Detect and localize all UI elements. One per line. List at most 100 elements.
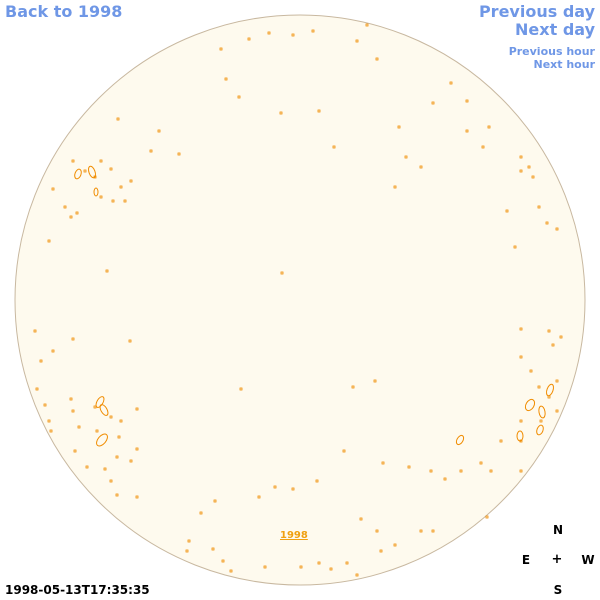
contour-mark — [279, 111, 283, 115]
contour-mark — [397, 125, 401, 129]
contour-mark — [33, 329, 37, 333]
compass-south: S — [553, 583, 563, 597]
contour-mark — [479, 461, 483, 465]
contour-mark — [111, 199, 115, 203]
contour-mark — [109, 479, 113, 483]
contour-mark — [211, 547, 215, 551]
contour-mark — [51, 349, 55, 353]
contour-mark — [332, 145, 336, 149]
contour-mark — [115, 493, 119, 497]
compass-west: W — [581, 553, 595, 567]
contour-mark — [117, 435, 121, 439]
previous-hour-link[interactable]: Previous hour — [508, 45, 595, 58]
contour-mark — [291, 33, 295, 37]
previous-day-link[interactable]: Previous day — [478, 2, 595, 21]
contour-mark — [129, 179, 133, 183]
contour-mark — [481, 145, 485, 149]
contour-mark — [459, 469, 463, 473]
contour-mark — [116, 117, 120, 121]
contour-mark — [404, 155, 408, 159]
contour-mark — [373, 379, 377, 383]
contour-mark — [119, 185, 123, 189]
contour-mark — [317, 109, 321, 113]
contour-mark — [431, 101, 435, 105]
contour-mark — [109, 415, 113, 419]
contour-mark — [199, 511, 203, 515]
contour-mark — [129, 459, 133, 463]
contour-loop — [546, 383, 554, 397]
contour-mark — [105, 269, 109, 273]
contour-mark — [85, 465, 89, 469]
contour-mark — [547, 329, 551, 333]
next-hour-link[interactable]: Next hour — [533, 58, 596, 71]
contour-mark — [299, 565, 303, 569]
year-label-link[interactable]: 1998 — [280, 530, 308, 541]
contour-mark — [263, 565, 267, 569]
contour-mark — [219, 47, 223, 51]
contour-mark — [505, 209, 509, 213]
contour-mark — [489, 469, 493, 473]
contour-mark — [47, 419, 51, 423]
contour-mark — [537, 385, 541, 389]
contour-mark — [185, 549, 189, 553]
contour-mark — [379, 549, 383, 553]
contour-mark — [69, 215, 73, 219]
contour-mark — [63, 205, 67, 209]
contour-mark — [119, 419, 123, 423]
contour-mark — [519, 469, 523, 473]
contour-mark — [95, 429, 99, 433]
compass-center: + — [551, 552, 563, 567]
contour-mark — [499, 439, 503, 443]
contour-mark — [71, 409, 75, 413]
contour-mark — [239, 387, 243, 391]
contour-mark — [381, 461, 385, 465]
contour-mark — [429, 469, 433, 473]
contour-mark — [71, 337, 75, 341]
contour-mark — [443, 477, 447, 481]
contour-mark — [519, 327, 523, 331]
contour-mark — [559, 335, 563, 339]
contour-mark — [267, 31, 271, 35]
contour-loop — [74, 168, 82, 180]
contour-mark — [329, 567, 333, 571]
contour-mark — [355, 39, 359, 43]
contour-loop — [516, 430, 524, 442]
contour-mark — [135, 495, 139, 499]
contour-mark — [342, 449, 346, 453]
contour-mark — [187, 539, 191, 543]
contour-mark — [99, 159, 103, 163]
contour-mark — [431, 529, 435, 533]
contour-loop — [95, 396, 105, 408]
contour-loop — [536, 424, 544, 436]
contour-mark — [47, 239, 51, 243]
back-to-year-link[interactable]: Back to 1998 — [5, 2, 123, 21]
contour-mark — [449, 81, 453, 85]
magnetic-contours — [33, 23, 563, 577]
contour-mark — [273, 485, 277, 489]
contour-loop — [93, 187, 99, 197]
contour-mark — [247, 37, 251, 41]
contour-mark — [545, 221, 549, 225]
contour-mark — [115, 455, 119, 459]
contour-mark — [237, 95, 241, 99]
contour-mark — [83, 169, 87, 173]
contour-mark — [280, 271, 284, 275]
contour-mark — [519, 155, 523, 159]
contour-mark — [365, 23, 369, 27]
contour-mark — [529, 369, 533, 373]
contour-mark — [407, 465, 411, 469]
contour-mark — [317, 561, 321, 565]
contour-mark — [224, 77, 228, 81]
contour-mark — [351, 385, 355, 389]
contour-mark — [291, 487, 295, 491]
contour-mark — [43, 403, 47, 407]
contour-mark — [419, 165, 423, 169]
contour-mark — [99, 195, 103, 199]
contour-mark — [49, 429, 53, 433]
contour-mark — [555, 379, 559, 383]
next-day-link[interactable]: Next day — [515, 20, 595, 39]
contour-mark — [123, 199, 127, 203]
contour-mark — [485, 515, 489, 519]
contour-mark — [513, 245, 517, 249]
